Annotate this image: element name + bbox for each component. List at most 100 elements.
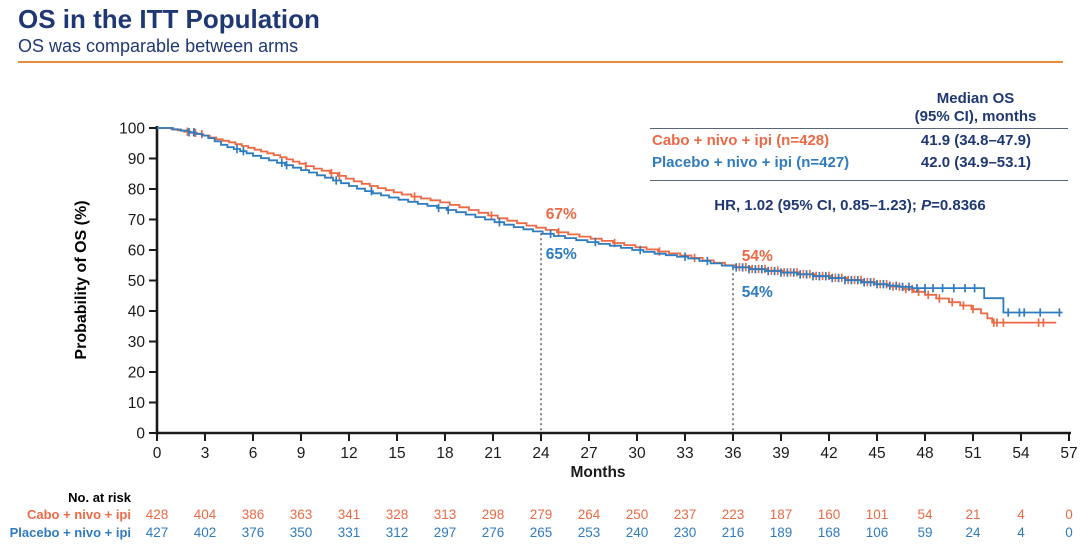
- risk-value: 328: [385, 507, 409, 522]
- risk-value: 341: [337, 507, 361, 522]
- risk-value: 428: [145, 507, 169, 522]
- x-tick-label: 9: [297, 445, 306, 462]
- risk-value: 0: [1065, 507, 1073, 522]
- risk-value: 404: [193, 507, 217, 522]
- x-tick-label: 21: [484, 445, 501, 462]
- risk-value: 265: [529, 525, 553, 540]
- risk-value: 253: [577, 525, 601, 540]
- y-tick-label: 50: [128, 273, 146, 290]
- risk-value: 0: [1065, 525, 1073, 540]
- censor-ticks-placebo: [188, 128, 1061, 317]
- risk-value: 331: [337, 525, 361, 540]
- median-os-header-line2: (95% CI), months: [914, 108, 1037, 125]
- risk-value: 279: [529, 507, 553, 522]
- x-tick-label: 45: [868, 445, 885, 462]
- x-tick-label: 48: [916, 445, 933, 462]
- risk-value: 24: [965, 525, 981, 540]
- x-tick-label: 27: [580, 445, 597, 462]
- risk-values-placebo: 427 402 376 350 331 312 297 276 265 253 240 230 216 1…: [133, 525, 1080, 540]
- x-tick-label: 18: [436, 445, 453, 462]
- risk-value: 298: [481, 507, 505, 522]
- table-row: Placebo + nivo + ipi 427 402 376 350 331 312 2…: [0, 525, 1080, 540]
- page-title: OS in the ITT Population: [18, 4, 320, 34]
- risk-label-placebo: Placebo + nivo + ipi: [9, 525, 131, 540]
- risk-value: 264: [577, 507, 601, 522]
- table-row: Placebo + nivo + ipi (n=427) 42.0 (34.9–…: [650, 154, 1068, 176]
- risk-label-cabo: Cabo + nivo + ipi: [26, 507, 131, 522]
- x-tick-label: 15: [388, 445, 405, 462]
- median-os-table-body: Cabo + nivo + ipi (n=428) 41.9 (34.8–47.…: [650, 128, 1068, 181]
- y-tick-label: 20: [128, 365, 146, 382]
- risk-value: 386: [241, 507, 265, 522]
- x-tick-label: 51: [964, 445, 981, 462]
- annotation-54%-placebo: 54%: [742, 284, 773, 301]
- x-tick-label: 24: [532, 445, 550, 462]
- y-tick-label: 70: [128, 212, 146, 229]
- risk-value: 4: [1017, 507, 1025, 522]
- risk-value: 21: [965, 507, 981, 522]
- risk-value: 4: [1017, 525, 1025, 540]
- risk-value: 240: [625, 525, 649, 540]
- title-divider: [18, 61, 1063, 63]
- risk-values-cabo: 428 404 386 363 341 328 313 298 279 264 250 237 223 1…: [133, 507, 1080, 522]
- y-axis-title: Probability of OS (%): [73, 200, 90, 359]
- y-tick-label: 60: [128, 243, 146, 260]
- risk-value: 54: [917, 507, 933, 522]
- table-row: Cabo + nivo + ipi 428 404 386 363 341 328 313 2…: [0, 507, 1080, 522]
- risk-value: 230: [673, 525, 697, 540]
- x-tick-label: 3: [201, 445, 210, 462]
- y-tick-label: 80: [128, 182, 146, 199]
- risk-value: 223: [721, 507, 745, 522]
- y-axis-ticks: 0 10 20 30 40 50 60 70 80 90 100: [119, 121, 157, 443]
- risk-value: 350: [289, 525, 313, 540]
- risk-value: 160: [817, 507, 841, 522]
- risk-value: 313: [433, 507, 457, 522]
- risk-value: 250: [625, 507, 649, 522]
- x-tick-label: 30: [628, 445, 646, 462]
- hazard-ratio-text: HR, 1.02 (95% CI, 0.85–1.23); P=0.8366: [714, 197, 986, 214]
- annotation-54%-cabo: 54%: [742, 248, 773, 265]
- risk-value: 276: [481, 525, 505, 540]
- page-subtitle: OS was comparable between arms: [18, 36, 299, 56]
- x-axis-title: Months: [570, 464, 625, 481]
- y-tick-label: 30: [128, 334, 146, 351]
- risk-value: 59: [917, 525, 933, 540]
- risk-value: 363: [289, 507, 313, 522]
- y-tick-label: 10: [128, 395, 146, 412]
- risk-value: 427: [145, 525, 169, 540]
- x-tick-label: 36: [724, 445, 741, 462]
- curve-placebo: [157, 127, 1063, 314]
- risk-value: 187: [769, 507, 793, 522]
- table-row: Cabo + nivo + ipi (n=428) 41.9 (34.8–47.…: [650, 132, 1068, 154]
- median-os-value-placebo: 42.0 (34.9–53.1): [920, 154, 1031, 171]
- x-tick-label: 42: [820, 445, 837, 462]
- x-tick-label: 6: [249, 445, 258, 462]
- x-tick-label: 39: [772, 445, 789, 462]
- risk-value: 101: [865, 507, 889, 522]
- risk-value: 297: [433, 525, 457, 540]
- median-os-table: Median OS (95% CI), months Cabo + nivo +…: [650, 90, 1068, 181]
- risk-value: 376: [241, 525, 265, 540]
- risk-value: 189: [769, 525, 793, 540]
- median-os-value-cabo: 41.9 (34.8–47.9): [920, 132, 1031, 149]
- x-tick-label: 54: [1012, 445, 1030, 462]
- risk-value: 168: [817, 525, 841, 540]
- risk-table-title-row: No. at risk: [0, 490, 131, 505]
- x-tick-label: 57: [1060, 445, 1077, 462]
- y-tick-label: 40: [128, 304, 146, 321]
- x-tick-label: 0: [153, 445, 162, 462]
- x-tick-label: 12: [340, 445, 357, 462]
- risk-value: 216: [721, 525, 745, 540]
- risk-value: 237: [673, 507, 697, 522]
- median-os-header-line1: Median OS: [936, 90, 1015, 107]
- annotation-67%-cabo: 67%: [546, 206, 577, 223]
- annotation-65%-placebo: 65%: [546, 246, 577, 263]
- risk-table-title: No. at risk: [68, 490, 131, 505]
- legend-label-placebo: Placebo + nivo + ipi (n=427): [652, 154, 850, 171]
- risk-value: 402: [193, 525, 217, 540]
- x-tick-label: 33: [676, 445, 693, 462]
- y-tick-label: 0: [136, 426, 145, 443]
- median-os-table-header: Median OS (95% CI), months: [650, 90, 1068, 128]
- legend-label-cabo: Cabo + nivo + ipi (n=428): [652, 132, 830, 149]
